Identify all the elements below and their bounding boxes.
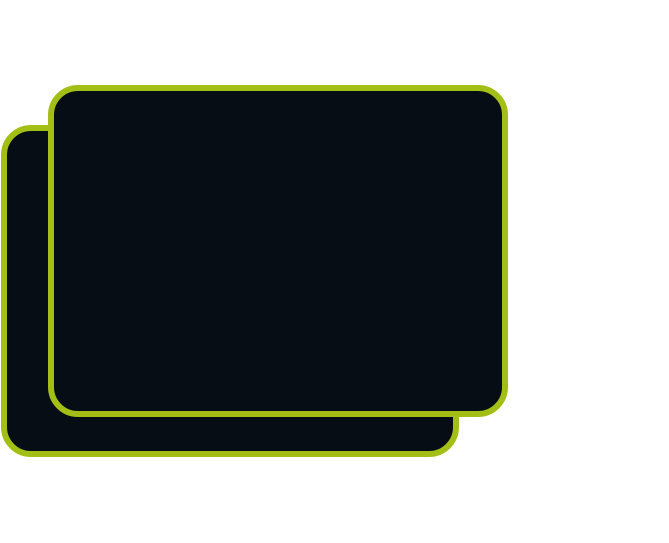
front-card — [48, 85, 508, 417]
